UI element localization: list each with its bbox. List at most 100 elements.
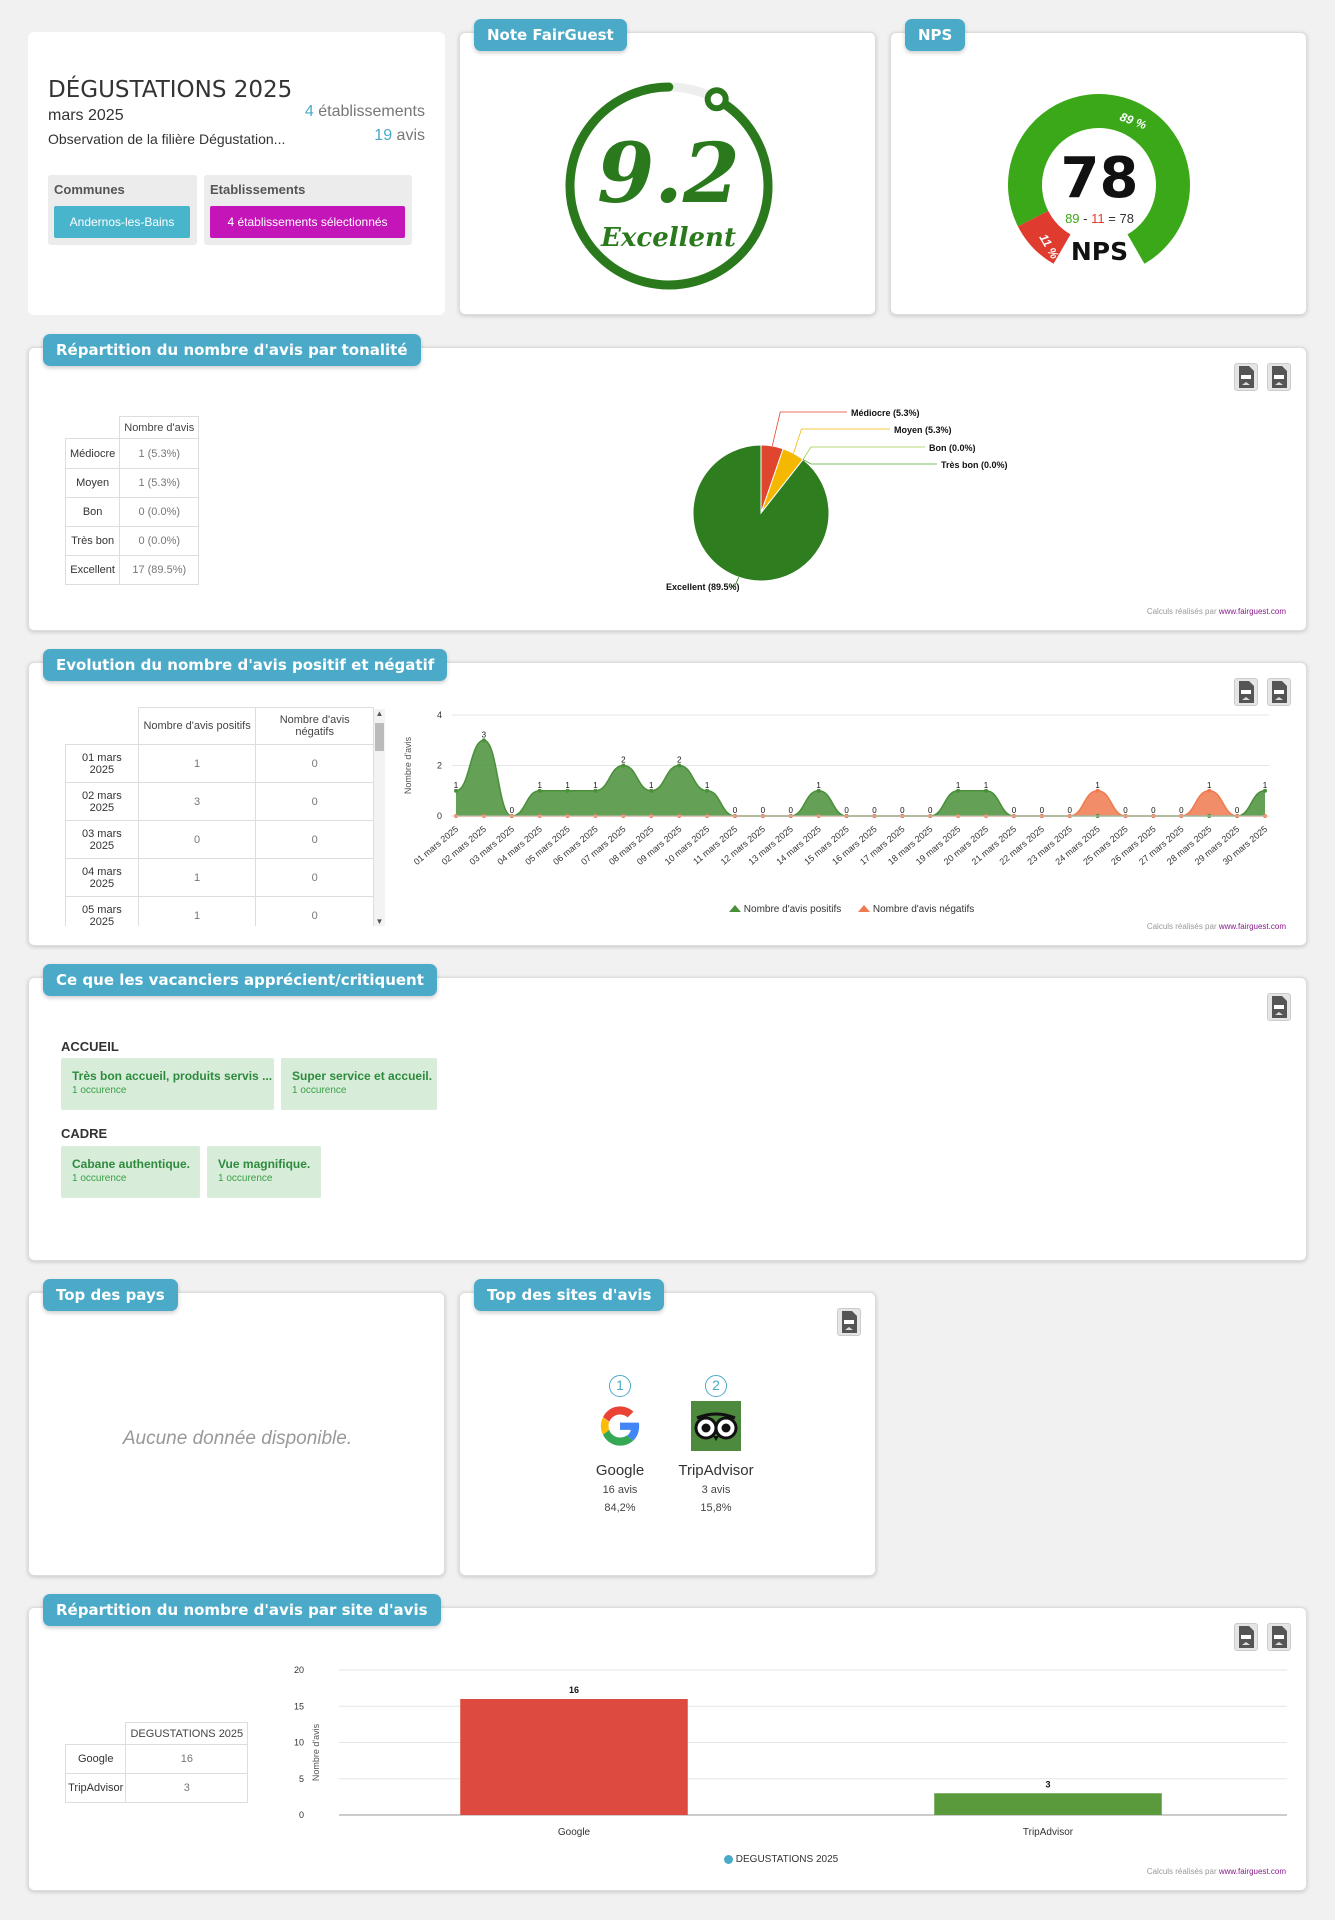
- csv-file-icon: [1272, 366, 1287, 388]
- row-date: 01 mars 2025: [65, 744, 139, 783]
- comment-count: 1 occurence: [218, 1173, 273, 1184]
- comment-text: Très bon accueil, produits servis ...: [72, 1069, 273, 1083]
- row-date: 03 mars 2025: [65, 820, 139, 859]
- apprecient-card: Ce que les vacanciers apprécient/critiqu…: [28, 964, 1307, 1261]
- area-fill: [456, 790, 1265, 816]
- scrollbar[interactable]: ▲ ▼: [374, 709, 385, 926]
- row-value: 17 (89.5%): [119, 555, 200, 585]
- table-row: 05 mars 2025 1 0: [65, 896, 374, 926]
- comment-tag[interactable]: Cabane authentique. 1 occurence: [61, 1146, 200, 1198]
- credit-prefix: Calculs réalisés par: [1146, 922, 1217, 931]
- table-row: Google 16: [64, 1744, 249, 1774]
- row-neg: 0: [255, 782, 374, 821]
- google-logo-icon: [600, 1406, 640, 1446]
- filter-communes-value[interactable]: Andernos-les-Bains: [54, 206, 190, 238]
- table-row: Excellent 17 (89.5%): [64, 555, 200, 585]
- nps-formula-pos: 89: [1065, 211, 1080, 226]
- download-png-button[interactable]: [1234, 678, 1258, 706]
- area-fill: [456, 740, 1265, 816]
- empty-message: Aucune donnée disponible.: [122, 1428, 353, 1449]
- data-label: 0: [1040, 806, 1045, 815]
- table-row: Moyen 1 (5.3%): [64, 468, 200, 498]
- y-tick-label: 0: [299, 1810, 304, 1820]
- comment-tag[interactable]: Très bon accueil, produits servis ... 1 …: [61, 1058, 274, 1110]
- credit-link[interactable]: www.fairguest.com: [1218, 922, 1286, 931]
- sites-card-title: Top des sites d'avis: [474, 1279, 665, 1311]
- data-point: [593, 788, 598, 793]
- bar-legend: DEGUSTATIONS 2025: [724, 1854, 838, 1865]
- table-row: Très bon 0 (0.0%): [64, 526, 200, 556]
- data-label: 0: [789, 806, 794, 815]
- y-axis-label: Nombre d'avis: [403, 736, 413, 794]
- scroll-down-icon[interactable]: ▼: [375, 917, 384, 926]
- data-label: 1: [1263, 781, 1268, 790]
- legend-neg-label[interactable]: Nombre d'avis négatifs: [872, 904, 975, 915]
- pie-label-line: [793, 428, 890, 454]
- download-png-button[interactable]: [1234, 363, 1258, 391]
- download-csv-button[interactable]: [1267, 678, 1291, 706]
- note-card: Note FairGuest 9.2 Excellent: [459, 19, 876, 315]
- data-point: [984, 788, 989, 793]
- x-tick-label: Google: [558, 1827, 591, 1838]
- evolution-legend: Nombre d'avis positifs Nombre d'avis nég…: [729, 904, 974, 915]
- download-png-button[interactable]: [1234, 1623, 1258, 1651]
- row-label: Excellent: [64, 555, 121, 585]
- row-label: Bon: [64, 497, 121, 527]
- site-item-google[interactable]: 1 Google 16 avis 84,2%: [560, 1375, 680, 1514]
- comment-tag[interactable]: Vue magnifique. 1 occurence: [207, 1146, 321, 1198]
- data-point: [481, 738, 486, 743]
- y-tick-label: 2: [437, 761, 442, 771]
- credit-link[interactable]: www.fairguest.com: [1218, 607, 1286, 616]
- png-file-icon: [1239, 1626, 1254, 1648]
- scroll-thumb[interactable]: [375, 723, 384, 751]
- site-item-tripadvisor[interactable]: 2 TripAdvisor 3 avis 15,8%: [656, 1375, 776, 1514]
- row-value: 16: [125, 1744, 249, 1774]
- data-point: [705, 788, 710, 793]
- evolution-table: Nombre d'avis positifs Nombre d'avis nég…: [65, 707, 374, 926]
- site-name: Google: [595, 1462, 645, 1479]
- legend-label[interactable]: DEGUSTATIONS 2025: [735, 1854, 839, 1865]
- note-gauge: [565, 82, 773, 290]
- table-header-row: Nombre d'avis positifs Nombre d'avis nég…: [66, 707, 374, 745]
- site-repartition-card-title: Répartition du nombre d'avis par site d'…: [43, 1594, 441, 1626]
- data-label: 1: [705, 781, 710, 790]
- site-pct: 15,8%: [700, 1502, 732, 1514]
- evolution-table-scroll[interactable]: Nombre d'avis positifs Nombre d'avis nég…: [65, 707, 385, 926]
- row-date: 05 mars 2025: [65, 896, 139, 926]
- tonalite-table: Nombre d'avis Médiocre 1 (5.3%) Moyen 1 (5…: [64, 416, 200, 585]
- pie-label: Médiocre (5.3%): [851, 408, 920, 418]
- nps-negative-arc: [1017, 210, 1072, 264]
- credit-link[interactable]: www.fairguest.com: [1218, 1867, 1286, 1876]
- nps-formula: 89 - 11 = 78: [891, 211, 1308, 226]
- download-csv-button[interactable]: [1267, 1623, 1291, 1651]
- rank-badge: 2: [705, 1375, 727, 1397]
- y-tick-label: 15: [294, 1701, 304, 1711]
- table-header-row: DEGUSTATIONS 2025: [66, 1722, 249, 1745]
- avis-count: 19: [374, 127, 393, 144]
- y-tick-label: 5: [299, 1774, 304, 1784]
- data-point: [565, 788, 570, 793]
- y-tick-label: 4: [437, 710, 442, 720]
- download-csv-button[interactable]: [837, 1308, 861, 1336]
- rank-badge: 1: [609, 1375, 631, 1397]
- legend-pos-label[interactable]: Nombre d'avis positifs: [743, 904, 842, 915]
- scroll-up-icon[interactable]: ▲: [375, 709, 384, 718]
- download-csv-button[interactable]: [1267, 993, 1291, 1021]
- data-label: 0: [900, 806, 905, 815]
- png-file-icon: [1239, 366, 1254, 388]
- data-label: 1: [537, 781, 542, 790]
- filter-etab-value[interactable]: 4 établissements sélectionnés: [210, 206, 405, 238]
- png-file-icon: [1239, 681, 1254, 703]
- download-csv-button[interactable]: [1267, 363, 1291, 391]
- nps-value: 78: [1060, 146, 1139, 211]
- data-label: 0: [872, 806, 877, 815]
- table-corner: [66, 417, 120, 439]
- filter-communes: Communes Andernos-les-Bains: [48, 175, 197, 245]
- table-row: Bon 0 (0.0%): [64, 497, 200, 527]
- site-table: DEGUSTATIONS 2025 Google 16 TripAdvisor 3: [64, 1722, 249, 1803]
- legend-neg-icon: [858, 905, 871, 912]
- data-label: 3: [482, 730, 487, 739]
- nps-formula-minus: -: [1083, 211, 1088, 226]
- row-date: 02 mars 2025: [65, 782, 139, 821]
- comment-tag[interactable]: Super service et accueil. 1 occurence: [281, 1058, 437, 1110]
